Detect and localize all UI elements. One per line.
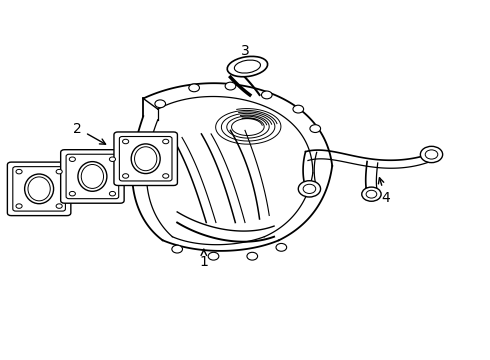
Circle shape bbox=[225, 82, 236, 90]
Circle shape bbox=[56, 170, 62, 174]
Circle shape bbox=[262, 91, 272, 99]
Circle shape bbox=[155, 100, 166, 108]
FancyBboxPatch shape bbox=[120, 136, 172, 181]
Ellipse shape bbox=[28, 177, 50, 201]
Text: 2: 2 bbox=[74, 122, 105, 144]
Circle shape bbox=[172, 245, 182, 253]
Ellipse shape bbox=[131, 144, 160, 174]
Circle shape bbox=[293, 105, 304, 113]
Circle shape bbox=[163, 139, 169, 144]
Text: 1: 1 bbox=[199, 249, 208, 269]
Text: 3: 3 bbox=[241, 44, 249, 69]
Circle shape bbox=[425, 150, 438, 159]
Ellipse shape bbox=[81, 165, 103, 188]
FancyBboxPatch shape bbox=[114, 132, 177, 185]
FancyBboxPatch shape bbox=[7, 162, 71, 216]
Ellipse shape bbox=[135, 147, 157, 171]
Circle shape bbox=[69, 157, 75, 162]
Text: 4: 4 bbox=[378, 178, 390, 205]
Ellipse shape bbox=[78, 162, 107, 191]
Circle shape bbox=[298, 181, 320, 197]
Circle shape bbox=[303, 184, 316, 193]
Circle shape bbox=[56, 204, 62, 208]
Circle shape bbox=[366, 190, 377, 198]
Circle shape bbox=[69, 192, 75, 196]
FancyBboxPatch shape bbox=[13, 167, 66, 211]
Circle shape bbox=[208, 252, 219, 260]
Circle shape bbox=[16, 170, 22, 174]
Ellipse shape bbox=[234, 60, 261, 73]
Ellipse shape bbox=[24, 174, 53, 204]
Circle shape bbox=[163, 174, 169, 178]
Circle shape bbox=[109, 157, 116, 162]
Circle shape bbox=[247, 252, 258, 260]
FancyBboxPatch shape bbox=[61, 150, 124, 203]
Circle shape bbox=[109, 192, 116, 196]
Circle shape bbox=[310, 125, 320, 132]
Circle shape bbox=[122, 174, 129, 178]
Circle shape bbox=[276, 243, 287, 251]
Circle shape bbox=[420, 146, 442, 163]
Circle shape bbox=[189, 84, 199, 92]
Circle shape bbox=[16, 204, 22, 208]
FancyBboxPatch shape bbox=[66, 154, 119, 199]
Ellipse shape bbox=[227, 57, 268, 77]
Circle shape bbox=[122, 139, 129, 144]
Circle shape bbox=[362, 187, 381, 201]
